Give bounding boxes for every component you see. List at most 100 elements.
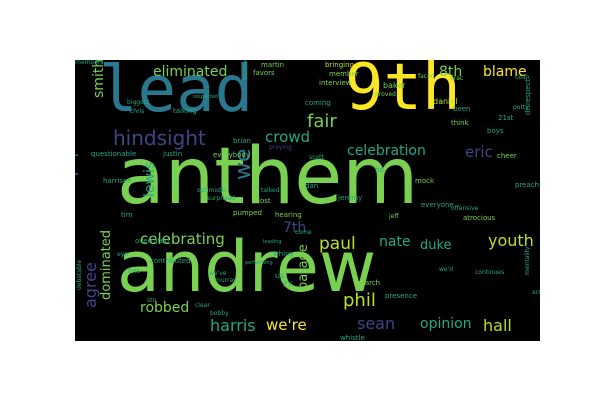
cloud-word: come bbox=[295, 229, 312, 236]
cloud-word: luis bbox=[128, 267, 140, 275]
cloud-word: we've bbox=[209, 270, 227, 277]
cloud-word: acts bbox=[532, 289, 540, 296]
cloud-word: chris bbox=[130, 108, 145, 115]
cloud-word: lewis bbox=[142, 161, 158, 197]
cloud-word: brac bbox=[450, 75, 464, 82]
cloud-word: offensive bbox=[451, 205, 479, 212]
cloud-word: hearing bbox=[275, 211, 302, 219]
cloud-word: everyone bbox=[421, 201, 454, 209]
cloud-word: bandwagon bbox=[242, 60, 249, 80]
cloud-word: jeff bbox=[389, 213, 399, 220]
cloud-word: atrocious bbox=[463, 214, 496, 222]
cloud-word: respected bbox=[193, 94, 218, 100]
cloud-word: debatable bbox=[76, 259, 83, 290]
cloud-word: member bbox=[329, 70, 359, 78]
cloud-word: hindsight bbox=[113, 126, 206, 150]
cloud-word: mentality bbox=[524, 246, 531, 275]
cloud-word: parade bbox=[296, 244, 311, 290]
cloud-word: contributed bbox=[150, 257, 191, 265]
cloud-word: optimistic bbox=[197, 187, 227, 194]
cloud-word: performing bbox=[245, 260, 273, 266]
cloud-word: harris bbox=[210, 316, 256, 335]
cloud-word: justin bbox=[163, 150, 183, 158]
cloud-word: cean bbox=[515, 74, 530, 81]
cloud-word: clear bbox=[195, 302, 210, 309]
cloud-word: 21st bbox=[498, 114, 514, 122]
cloud-word: martin bbox=[261, 61, 285, 69]
cloud-word: stn bbox=[147, 297, 157, 304]
cloud-word: we'd bbox=[439, 266, 454, 273]
cloud-word: talking bbox=[173, 107, 197, 115]
cloud-word: agree bbox=[81, 262, 100, 308]
cloud-word: robbed bbox=[140, 300, 190, 316]
cloud-word: proved bbox=[375, 91, 396, 98]
cloud-word: hall bbox=[483, 316, 512, 335]
cloud-word: unpopular bbox=[75, 118, 79, 195]
cloud-word: favors bbox=[253, 69, 275, 77]
cloud-word: talked bbox=[261, 187, 280, 194]
cloud-word: surprised bbox=[207, 195, 235, 202]
cloud-word: we're bbox=[266, 316, 307, 334]
word-cloud: anthem andrew 9th lead hindsight eliminated ce… bbox=[75, 60, 540, 341]
cloud-word: think bbox=[451, 119, 469, 127]
cloud-word: been bbox=[453, 105, 471, 113]
cloud-word: celebration bbox=[347, 143, 426, 159]
cloud-word: harrisen bbox=[103, 177, 132, 185]
cloud-word: celebrating bbox=[140, 230, 225, 248]
cloud-word: mock bbox=[415, 177, 435, 185]
cloud-word: 8th bbox=[439, 64, 463, 80]
cloud-word: fair bbox=[307, 111, 337, 132]
cloud-word: nate bbox=[379, 234, 411, 250]
cloud-word: eye bbox=[117, 251, 128, 258]
cloud-word: facad bbox=[418, 73, 435, 80]
cloud-word: coming bbox=[305, 99, 331, 107]
cloud-word: andrew bbox=[117, 226, 377, 308]
cloud-word: lead bbox=[99, 60, 254, 127]
cloud-word: eliminated bbox=[153, 64, 228, 80]
cloud-word: tim bbox=[121, 211, 133, 219]
cloud-word: biggest bbox=[127, 99, 150, 106]
cloud-word: praying bbox=[269, 144, 292, 151]
cloud-word: potty bbox=[513, 104, 529, 111]
cloud-word: whiny bbox=[273, 250, 294, 258]
cloud-word: blame bbox=[483, 64, 527, 80]
cloud-word: scott bbox=[309, 154, 324, 161]
cloud-word: eric bbox=[465, 143, 493, 161]
cloud-word: presence bbox=[385, 292, 418, 300]
cloud-word: continues bbox=[475, 269, 505, 276]
cloud-word: brian bbox=[233, 137, 251, 145]
cloud-word: preach bbox=[515, 181, 540, 189]
cloud-word: overrated bbox=[135, 237, 170, 245]
cloud-word: whistle bbox=[340, 334, 365, 342]
cloud-word: crowd bbox=[265, 128, 311, 146]
cloud-word: dan bbox=[305, 182, 319, 190]
cloud-word: 7th bbox=[283, 220, 307, 236]
cloud-word: duke bbox=[420, 238, 452, 253]
cloud-word: baker bbox=[383, 81, 406, 90]
cloud-word: bringing bbox=[325, 61, 354, 69]
cloud-word: boys bbox=[487, 127, 504, 135]
cloud-word: members bbox=[75, 60, 104, 66]
cloud-word: interview bbox=[319, 79, 352, 87]
cloud-word: paul bbox=[319, 234, 356, 254]
cloud-word: cheer bbox=[497, 152, 517, 160]
cloud-word: pumped bbox=[233, 209, 262, 217]
cloud-word: bo bbox=[375, 166, 384, 174]
cloud-word: youth bbox=[488, 231, 534, 250]
cloud-word: 9th bbox=[345, 60, 461, 125]
cloud-word: us bbox=[275, 271, 285, 280]
cloud-word: march bbox=[358, 279, 381, 287]
cloud-word: sean bbox=[357, 314, 396, 333]
cloud-word: anthem bbox=[117, 132, 419, 222]
cloud-word: daniel bbox=[433, 97, 458, 106]
cloud-word: lost bbox=[258, 197, 271, 205]
cloud-word: everybody bbox=[213, 151, 251, 159]
cloud-word: dominated bbox=[99, 229, 114, 300]
cloud-word: bobby bbox=[210, 310, 229, 317]
cloud-word: leading bbox=[263, 239, 282, 245]
cloud-word: jry bbox=[283, 279, 292, 287]
cloud-word: opinion bbox=[420, 316, 472, 332]
cloud-word: jeremy bbox=[338, 194, 363, 202]
cloud-word: phil bbox=[343, 290, 376, 311]
cloud-word: murray bbox=[215, 277, 237, 284]
